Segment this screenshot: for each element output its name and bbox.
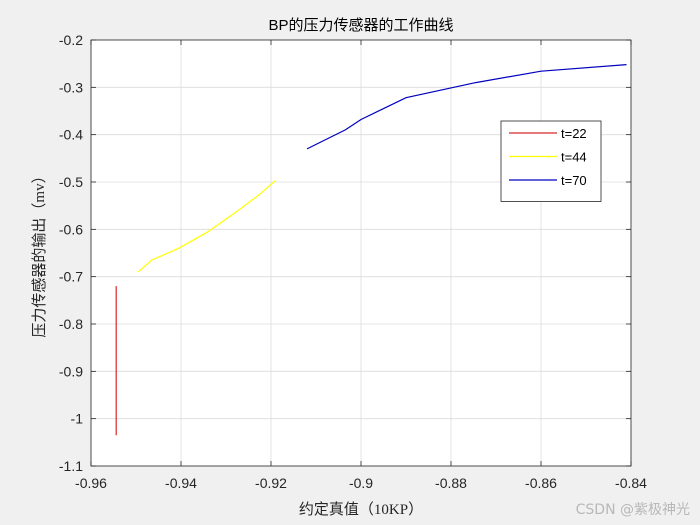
x-tick-label: -0.88 bbox=[435, 475, 467, 491]
y-axis-label: 压力传感器的输出（mv） bbox=[31, 168, 48, 337]
chart-title: BP的压力传感器的工作曲线 bbox=[268, 17, 453, 34]
ticks: -0.96 -0.94 -0.92 -0.9 -0.88 -0.86 -0.84 -0.2 -0… bbox=[59, 32, 647, 491]
y-tick-label: -0.9 bbox=[59, 363, 83, 379]
y-tick-label: -0.6 bbox=[59, 221, 83, 237]
series-line bbox=[137, 180, 276, 273]
y-tick-label: -0.5 bbox=[59, 174, 83, 190]
legend-label: t=70 bbox=[561, 173, 587, 188]
x-tick-label: -0.84 bbox=[615, 475, 647, 491]
series-line bbox=[306, 64, 627, 150]
y-tick-label: -0.4 bbox=[59, 127, 83, 143]
y-tick-label: -0.7 bbox=[59, 269, 83, 285]
x-tick-label: -0.9 bbox=[349, 475, 373, 491]
y-tick-label: -0.3 bbox=[59, 79, 83, 95]
y-tick-label: -1.1 bbox=[59, 458, 83, 474]
legend: t=22 t=44 t=70 bbox=[500, 120, 602, 202]
watermark: CSDN @紫极神光 bbox=[576, 502, 690, 518]
legend-label: t=44 bbox=[561, 150, 587, 165]
x-tick-label: -0.94 bbox=[165, 475, 197, 491]
x-tick-label: -0.86 bbox=[525, 475, 557, 491]
x-axis-label: 约定真值（10KP） bbox=[299, 500, 423, 518]
x-tick-label: -0.96 bbox=[75, 475, 107, 491]
legend-box bbox=[500, 120, 602, 202]
y-tick-label: -0.2 bbox=[59, 32, 83, 48]
legend-label: t=22 bbox=[561, 126, 587, 141]
x-tick-label: -0.92 bbox=[255, 475, 287, 491]
series-group bbox=[115, 64, 627, 436]
y-tick-label: -1 bbox=[71, 411, 84, 427]
y-tick-label: -0.8 bbox=[59, 316, 83, 332]
